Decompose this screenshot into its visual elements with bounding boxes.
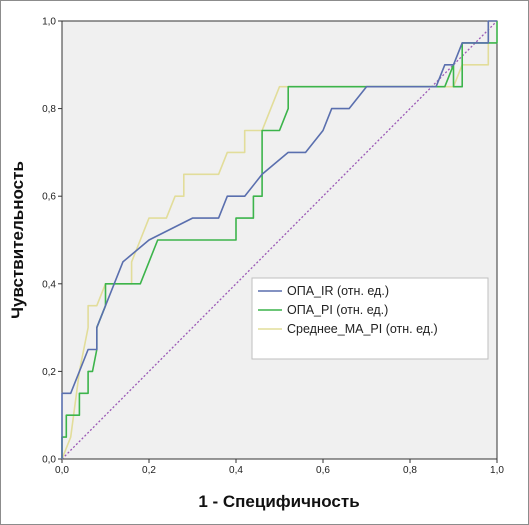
x-tick-label: 0,8 <box>403 465 417 476</box>
y-tick-label: 0,2 <box>42 367 56 378</box>
series-line-opa-ir <box>61 20 497 459</box>
series-layer <box>61 20 498 460</box>
legend-label-opa-ir: ОПА_IR (отн. ед.) <box>287 284 389 298</box>
x-tick-label: 0,2 <box>142 465 156 476</box>
legend: ОПА_IR (отн. ед.) ОПА_PI (отн. ед.) Сред… <box>251 277 489 360</box>
x-axis-title: 1 - Специфичность <box>198 492 359 511</box>
y-tick-label: 1,0 <box>42 17 56 28</box>
reference-diagonal-line <box>61 20 498 460</box>
y-axis-ticks: 0,0 0,2 0,4 0,6 0,8 1,0 <box>42 17 62 466</box>
x-tick-label: 1,0 <box>490 465 504 476</box>
y-tick-label: 0,8 <box>42 104 56 115</box>
y-tick-label: 0,0 <box>42 455 56 466</box>
y-tick-label: 0,6 <box>42 192 56 203</box>
x-tick-label: 0,6 <box>316 465 330 476</box>
legend-label-opa-pi: ОПА_PI (отн. ед.) <box>287 303 388 317</box>
y-axis-title: Чувствительность <box>8 161 27 319</box>
x-axis-ticks: 0,0 0,2 0,4 0,6 0,8 1,0 <box>55 459 504 476</box>
legend-box <box>251 277 489 360</box>
x-tick-label: 0,4 <box>229 465 243 476</box>
series-line-opa-pi <box>61 21 498 459</box>
legend-label-mean-ma-pi: Среднее_MA_PI (отн. ед.) <box>287 322 438 336</box>
x-tick-label: 0,0 <box>55 465 69 476</box>
y-tick-label: 0,4 <box>42 279 56 290</box>
